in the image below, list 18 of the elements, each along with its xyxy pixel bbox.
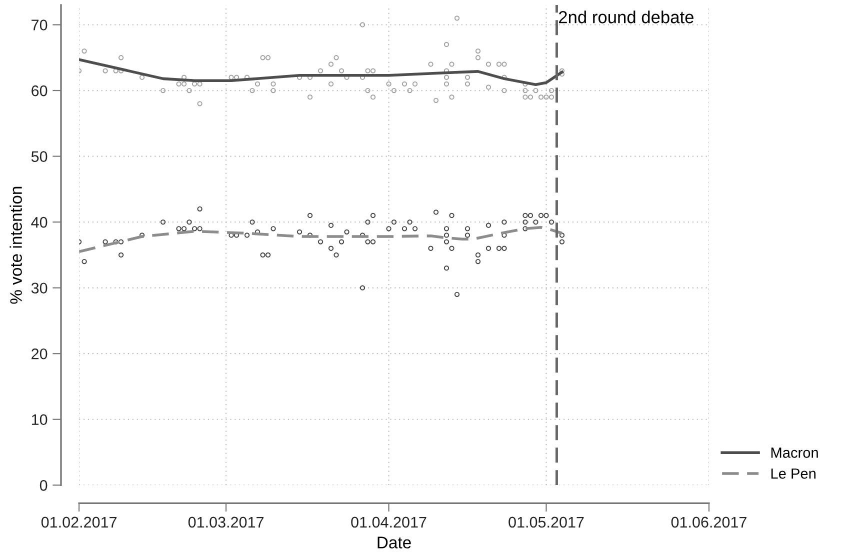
x-axis-title: Date [378,536,411,548]
y-tick-label: 30 [31,282,48,294]
y-axis-title: % vote intention [10,186,22,304]
y-tick-label: 40 [31,216,48,228]
y-tick-label: 0 [40,480,48,491]
y-tick-label: 50 [31,151,48,162]
x-tick-label: 01.02.2017 [41,516,117,528]
x-tick-label: 01.05.2017 [508,516,584,528]
legend-label: Macron [771,448,818,458]
legend-label: Le Pen [771,468,816,479]
y-tick-label: 60 [32,85,48,96]
ref-line-label: 2nd round debate [558,10,694,24]
x-tick-label: 01.04.2017 [351,516,426,528]
y-tick-label: 10 [32,414,48,426]
x-tick-label: 01.03.2017 [188,516,264,528]
x-tick-label: 01.06.2017 [671,516,746,528]
y-tick-label: 20 [32,348,48,360]
y-tick-label: 70 [32,20,48,30]
